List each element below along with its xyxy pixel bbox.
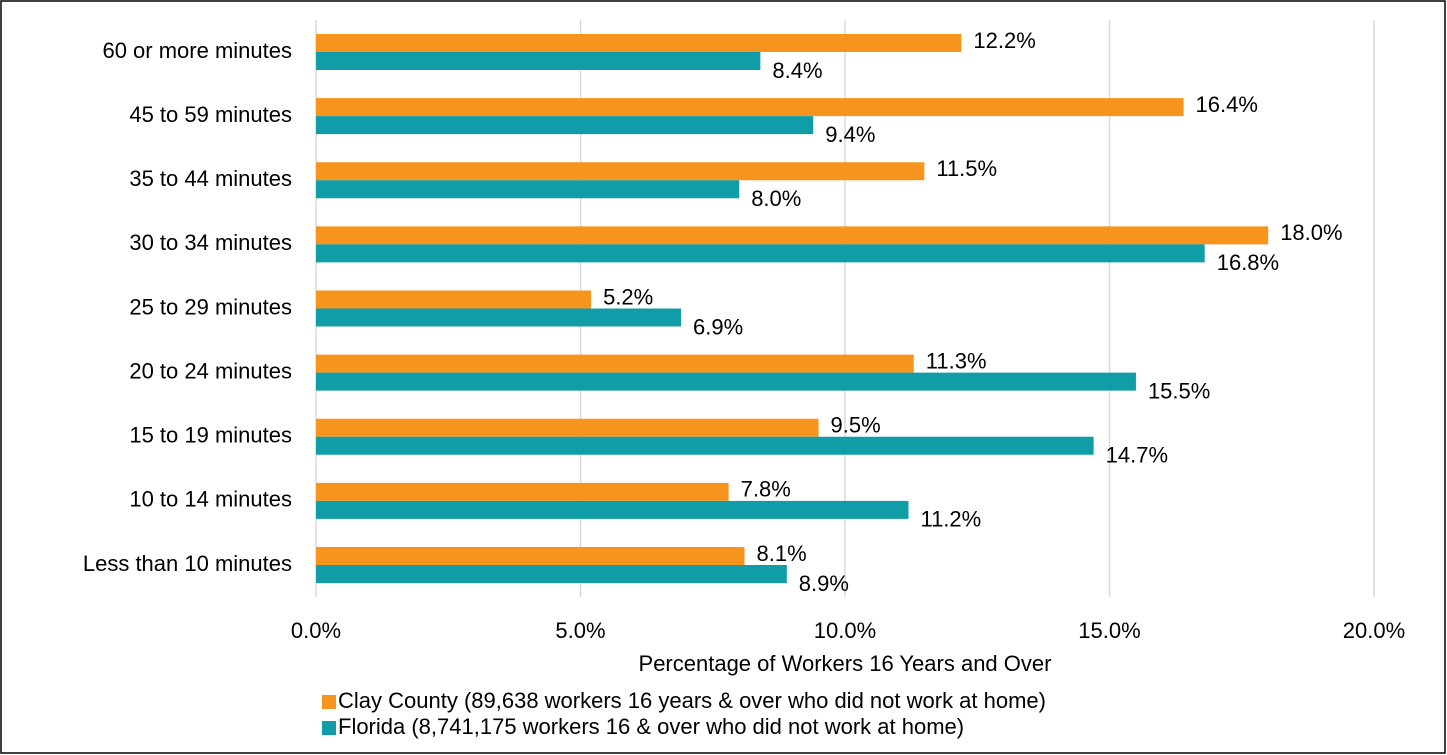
y-tick-label: 60 or more minutes [102,38,292,63]
x-tick-label: 5.0% [555,618,605,643]
bar [316,98,1184,117]
data-label: 16.4% [1196,92,1258,117]
y-tick-label: Less than 10 minutes [83,551,292,576]
y-tick-label: 15 to 19 minutes [129,423,292,448]
bar [316,436,1094,455]
x-tick-label: 15.0% [1078,618,1140,643]
x-axis-title: Percentage of Workers 16 Years and Over [639,651,1052,676]
bar [316,565,787,583]
bar [316,308,682,327]
y-tick-label: 10 to 14 minutes [129,487,292,512]
bar [316,34,962,52]
y-tick-label: 45 to 59 minutes [129,102,292,127]
data-label: 12.2% [973,28,1035,53]
bar [316,354,914,373]
bar [316,500,909,519]
y-tick-label: 25 to 29 minutes [129,294,292,319]
bar [316,482,729,501]
x-tick-label: 10.0% [814,618,876,643]
data-label: 9.5% [831,413,881,438]
data-label: 11.5% [936,156,997,181]
data-label: 11.2% [920,507,981,532]
legend-label: Clay County (89,638 workers 16 years & o… [338,688,1046,713]
bar [316,418,819,437]
bar [316,372,1136,391]
data-label: 9.4% [825,122,875,147]
bar [316,290,592,309]
x-tick-label: 0.0% [291,618,341,643]
data-label: 8.9% [799,571,849,596]
bar [316,547,745,565]
data-label: 15.5% [1148,378,1210,403]
bar [316,244,1205,263]
data-label: 11.3% [926,348,987,373]
data-label: 14.7% [1106,443,1168,468]
data-label: 5.2% [603,284,653,309]
data-label: 18.0% [1280,220,1342,245]
bar [316,162,925,181]
data-label: 16.8% [1217,250,1279,275]
legend-swatch [322,721,336,735]
data-label: 6.9% [693,314,743,339]
bar [316,116,814,135]
legend-swatch [322,695,336,709]
data-label: 7.8% [741,477,791,502]
y-tick-label: 20 to 24 minutes [129,358,292,383]
bar [316,226,1269,245]
data-label: 8.4% [772,58,822,83]
data-label: 8.1% [756,541,806,566]
legend-label: Florida (8,741,175 workers 16 & over who… [338,714,964,739]
data-label: 8.0% [751,186,801,211]
y-tick-label: 35 to 44 minutes [129,166,292,191]
bar [316,180,740,199]
y-tick-label: 30 to 34 minutes [129,230,292,255]
x-tick-label: 20.0% [1343,618,1405,643]
bar [316,52,761,70]
